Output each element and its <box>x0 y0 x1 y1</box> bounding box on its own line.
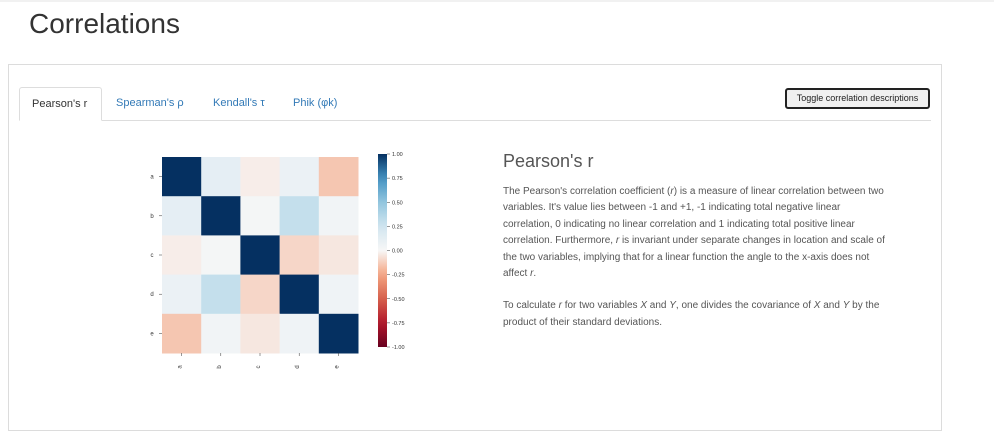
heatmap-cell <box>162 157 202 197</box>
row-tick-label: d <box>150 292 153 298</box>
colorbar-tick-label: -0.25 <box>392 273 405 279</box>
heatmap-cell <box>162 313 202 354</box>
heatmap-cell <box>201 313 241 354</box>
heatmap-cell <box>279 196 320 236</box>
heatmap-cell <box>318 196 359 236</box>
colorbar-tick-label: 0.50 <box>392 200 403 206</box>
heatmap-svg: a b c d e a b c d e 1.00 0.75 0.50 0.25 0.00 -0.25 -0.50… <box>150 152 405 369</box>
heatmap-cell <box>279 313 320 354</box>
heatmap-cell <box>201 235 241 276</box>
description-paragraph-1: The Pearson's correlation coefficient (r… <box>503 186 885 280</box>
colorbar-tick-label: -0.50 <box>392 297 405 303</box>
heatmap-cell <box>318 274 359 315</box>
heatmap-cell <box>318 157 359 197</box>
description-paragraph-2: To calculate r for two variables X and Y… <box>503 300 880 328</box>
correlations-panel: Pearson's r Spearman's ρ Kendall's τ Phi… <box>8 64 942 431</box>
heatmap-cell <box>279 274 320 315</box>
col-tick-label: e <box>334 365 340 369</box>
colorbar-tick-label: 0.00 <box>392 249 403 255</box>
row-tick-label: c <box>151 253 154 259</box>
toggle-descriptions-button[interactable]: Toggle correlation descriptions <box>785 88 930 109</box>
heatmap-cell <box>240 313 281 354</box>
heatmap-cell <box>162 235 202 276</box>
colorbar-tick-label: -0.75 <box>392 321 405 327</box>
row-tick-label: b <box>150 214 154 220</box>
colorbar-tick-label: -1.00 <box>392 345 405 351</box>
row-tick-label: e <box>150 331 154 337</box>
description-title: Pearson's r <box>503 151 594 171</box>
tab-kendall[interactable]: Kendall's τ <box>213 97 265 109</box>
col-tick-label: a <box>178 365 184 369</box>
heatmap-cell <box>279 235 320 276</box>
tab-phik[interactable]: Phik (φk) <box>293 97 338 109</box>
heatmap-cell <box>240 196 281 236</box>
correlation-tabs: Pearson's r Spearman's ρ Kendall's τ Phi… <box>19 87 931 121</box>
colorbar-tick-label: 0.75 <box>392 176 403 182</box>
page-title: Correlations <box>29 8 180 39</box>
heatmap-cell <box>201 157 241 197</box>
colorbar-tick-label: 0.25 <box>392 224 403 230</box>
heatmap-cell <box>318 235 359 276</box>
heatmap-cell <box>201 196 241 236</box>
heatmap-cell <box>162 196 202 236</box>
col-tick-label: d <box>295 365 301 368</box>
heatmap-cell <box>318 313 359 354</box>
row-tick-label: a <box>150 175 154 181</box>
top-divider <box>0 0 994 2</box>
colorbar-tick-label: 1.00 <box>392 152 403 158</box>
heatmap-cell <box>279 157 320 197</box>
heatmap-cell <box>162 274 202 315</box>
colorbar <box>378 154 387 347</box>
tab-spearman[interactable]: Spearman's ρ <box>116 97 184 109</box>
tab-pearson[interactable]: Pearson's r <box>19 87 102 121</box>
correlation-description: Pearson's r The Pearson's correlation co… <box>503 150 888 347</box>
heatmap-cell <box>240 235 281 276</box>
correlation-heatmap: a b c d e a b c d e 1.00 0.75 0.50 0.25 0.00 -0.25 -0.50… <box>129 147 439 377</box>
col-tick-label: c <box>256 366 262 369</box>
col-tick-label: b <box>217 365 223 369</box>
heatmap-cell <box>201 274 241 315</box>
heatmap-cell <box>240 157 281 197</box>
heatmap-cell <box>240 274 281 315</box>
